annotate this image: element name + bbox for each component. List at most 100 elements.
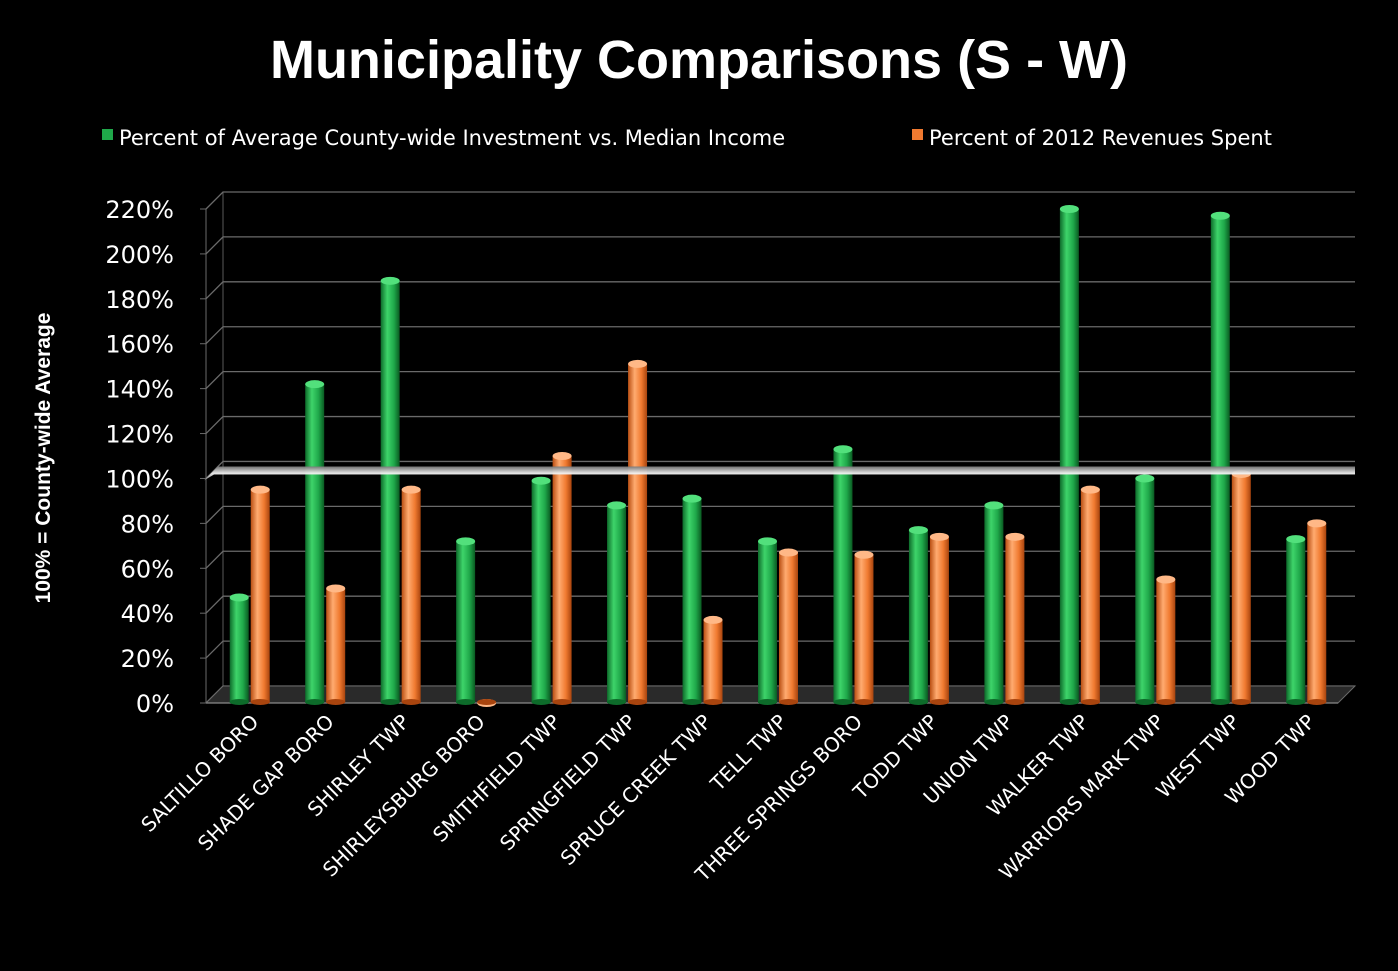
bar-investment [984,501,1004,705]
gridline [205,326,1355,345]
bar-revenues-top [1005,532,1025,541]
y-tick-label: 140% [105,376,174,404]
bar-investment [305,380,325,705]
bar-revenues-base [854,699,874,705]
bar-investment-body [456,541,476,703]
bar-investment-body [908,530,928,703]
bar-revenues-body [552,456,572,703]
bar-revenues-base [628,699,648,705]
bar-revenues-base [401,699,421,705]
y-tick-label: 100% [105,465,174,493]
bar-investment-body [380,280,400,703]
bar-revenues-body [1307,523,1327,703]
bar-revenues-top [401,485,421,494]
reference-line-group [204,466,1355,481]
bar-investment-base [456,699,476,705]
bar-investment [607,501,627,705]
bar-revenues [1005,532,1025,705]
bar-investment-body [984,505,1004,703]
bar-investment-body [682,498,702,703]
bar-revenues-body [929,536,949,703]
bar-revenues-top [552,452,572,460]
bar-revenues-body [1231,473,1251,703]
bar-investment-body [1210,215,1230,703]
legend-label-revenues: Percent of 2012 Revenues Spent [929,126,1272,150]
bar-revenues-body [779,552,798,703]
bar-investment-base [908,699,928,705]
y-tick-label: 60% [121,555,174,583]
y-tick-label: 20% [121,645,174,673]
bar-revenues [401,485,421,705]
x-tick-label: SPRINGFIELD TWP [495,710,641,856]
bar-revenues-body [628,363,648,703]
bar-investment-top [1135,474,1155,483]
bar-investment-base [1210,699,1230,705]
y-tick-label: 120% [105,421,174,449]
x-tick-label: SMITHFIELD TWP [428,710,565,847]
bar-revenues-top [1080,485,1100,494]
bar-revenues-base [552,699,572,705]
bar-revenues-top [250,485,270,494]
y-tick-label: 200% [105,241,174,269]
bar-investment [1286,535,1306,705]
bar-investment-base [607,699,627,705]
gridline [205,191,1355,210]
reference-line [204,466,1355,481]
bar-revenues-top [1156,575,1176,584]
bar-investment-body [833,449,853,703]
bar-revenues-base [250,699,270,705]
bar-investment-top [984,501,1004,510]
bar-investment [229,593,249,705]
bar-revenues [929,532,949,705]
bar-revenues [250,485,270,705]
bar-investment-top [758,537,777,546]
bar-revenues-top [854,550,874,559]
bar-investment-top [380,276,400,285]
bar-revenues-top [779,548,798,557]
gridline [205,236,1355,255]
bar-revenues-base [1307,699,1327,705]
y-tick-label: 0% [136,690,174,718]
bar-revenues-base [703,699,723,705]
bar-investment-body [229,597,249,703]
gridline [205,370,1355,390]
bar-revenues [326,584,346,705]
chart-title: Municipality Comparisons (S - W) [270,30,1128,90]
bar-investment-top [305,380,325,389]
bar-revenues [1080,485,1100,705]
bar-revenues [703,615,723,705]
bar-revenues-body [401,489,421,703]
bar-revenues-body [854,554,874,703]
bars [229,205,1327,707]
bar-investment [1210,211,1230,705]
legend-label-investment: Percent of Average County-wide Investmen… [119,126,785,150]
bar-investment [380,276,400,705]
bar-revenues-body [250,489,270,703]
bar-investment-top [1210,211,1230,220]
axes [200,208,1357,704]
legend-swatch-revenues [912,129,923,140]
legend: Percent of Average County-wide Investmen… [102,126,1272,150]
bar-investment-top [456,537,476,546]
bar-investment-base [1286,699,1306,705]
gridline [205,505,1355,524]
bar-revenues-base [929,699,949,705]
bar-investment-base [758,699,777,705]
bar-revenues-body [1156,579,1176,703]
bar-investment-base [682,699,702,705]
y-axis-title: 100% = County-wide Average [32,313,55,604]
bar-investment [1135,474,1155,705]
bar-investment-base [984,699,1004,705]
bar-investment-base [833,699,853,705]
bar-investment-top [908,526,928,535]
bar-revenues-top [1307,519,1327,528]
bar-revenues [779,548,798,705]
bar-revenues-top [326,584,346,593]
bar-investment-body [1135,478,1155,703]
bar-revenues-base [1156,699,1176,705]
y-tick-label: 80% [121,510,174,538]
bar-revenues [1156,575,1176,705]
x-tick-label: SPRUCE CREEK TWP [556,710,716,870]
bar-investment [758,537,777,705]
